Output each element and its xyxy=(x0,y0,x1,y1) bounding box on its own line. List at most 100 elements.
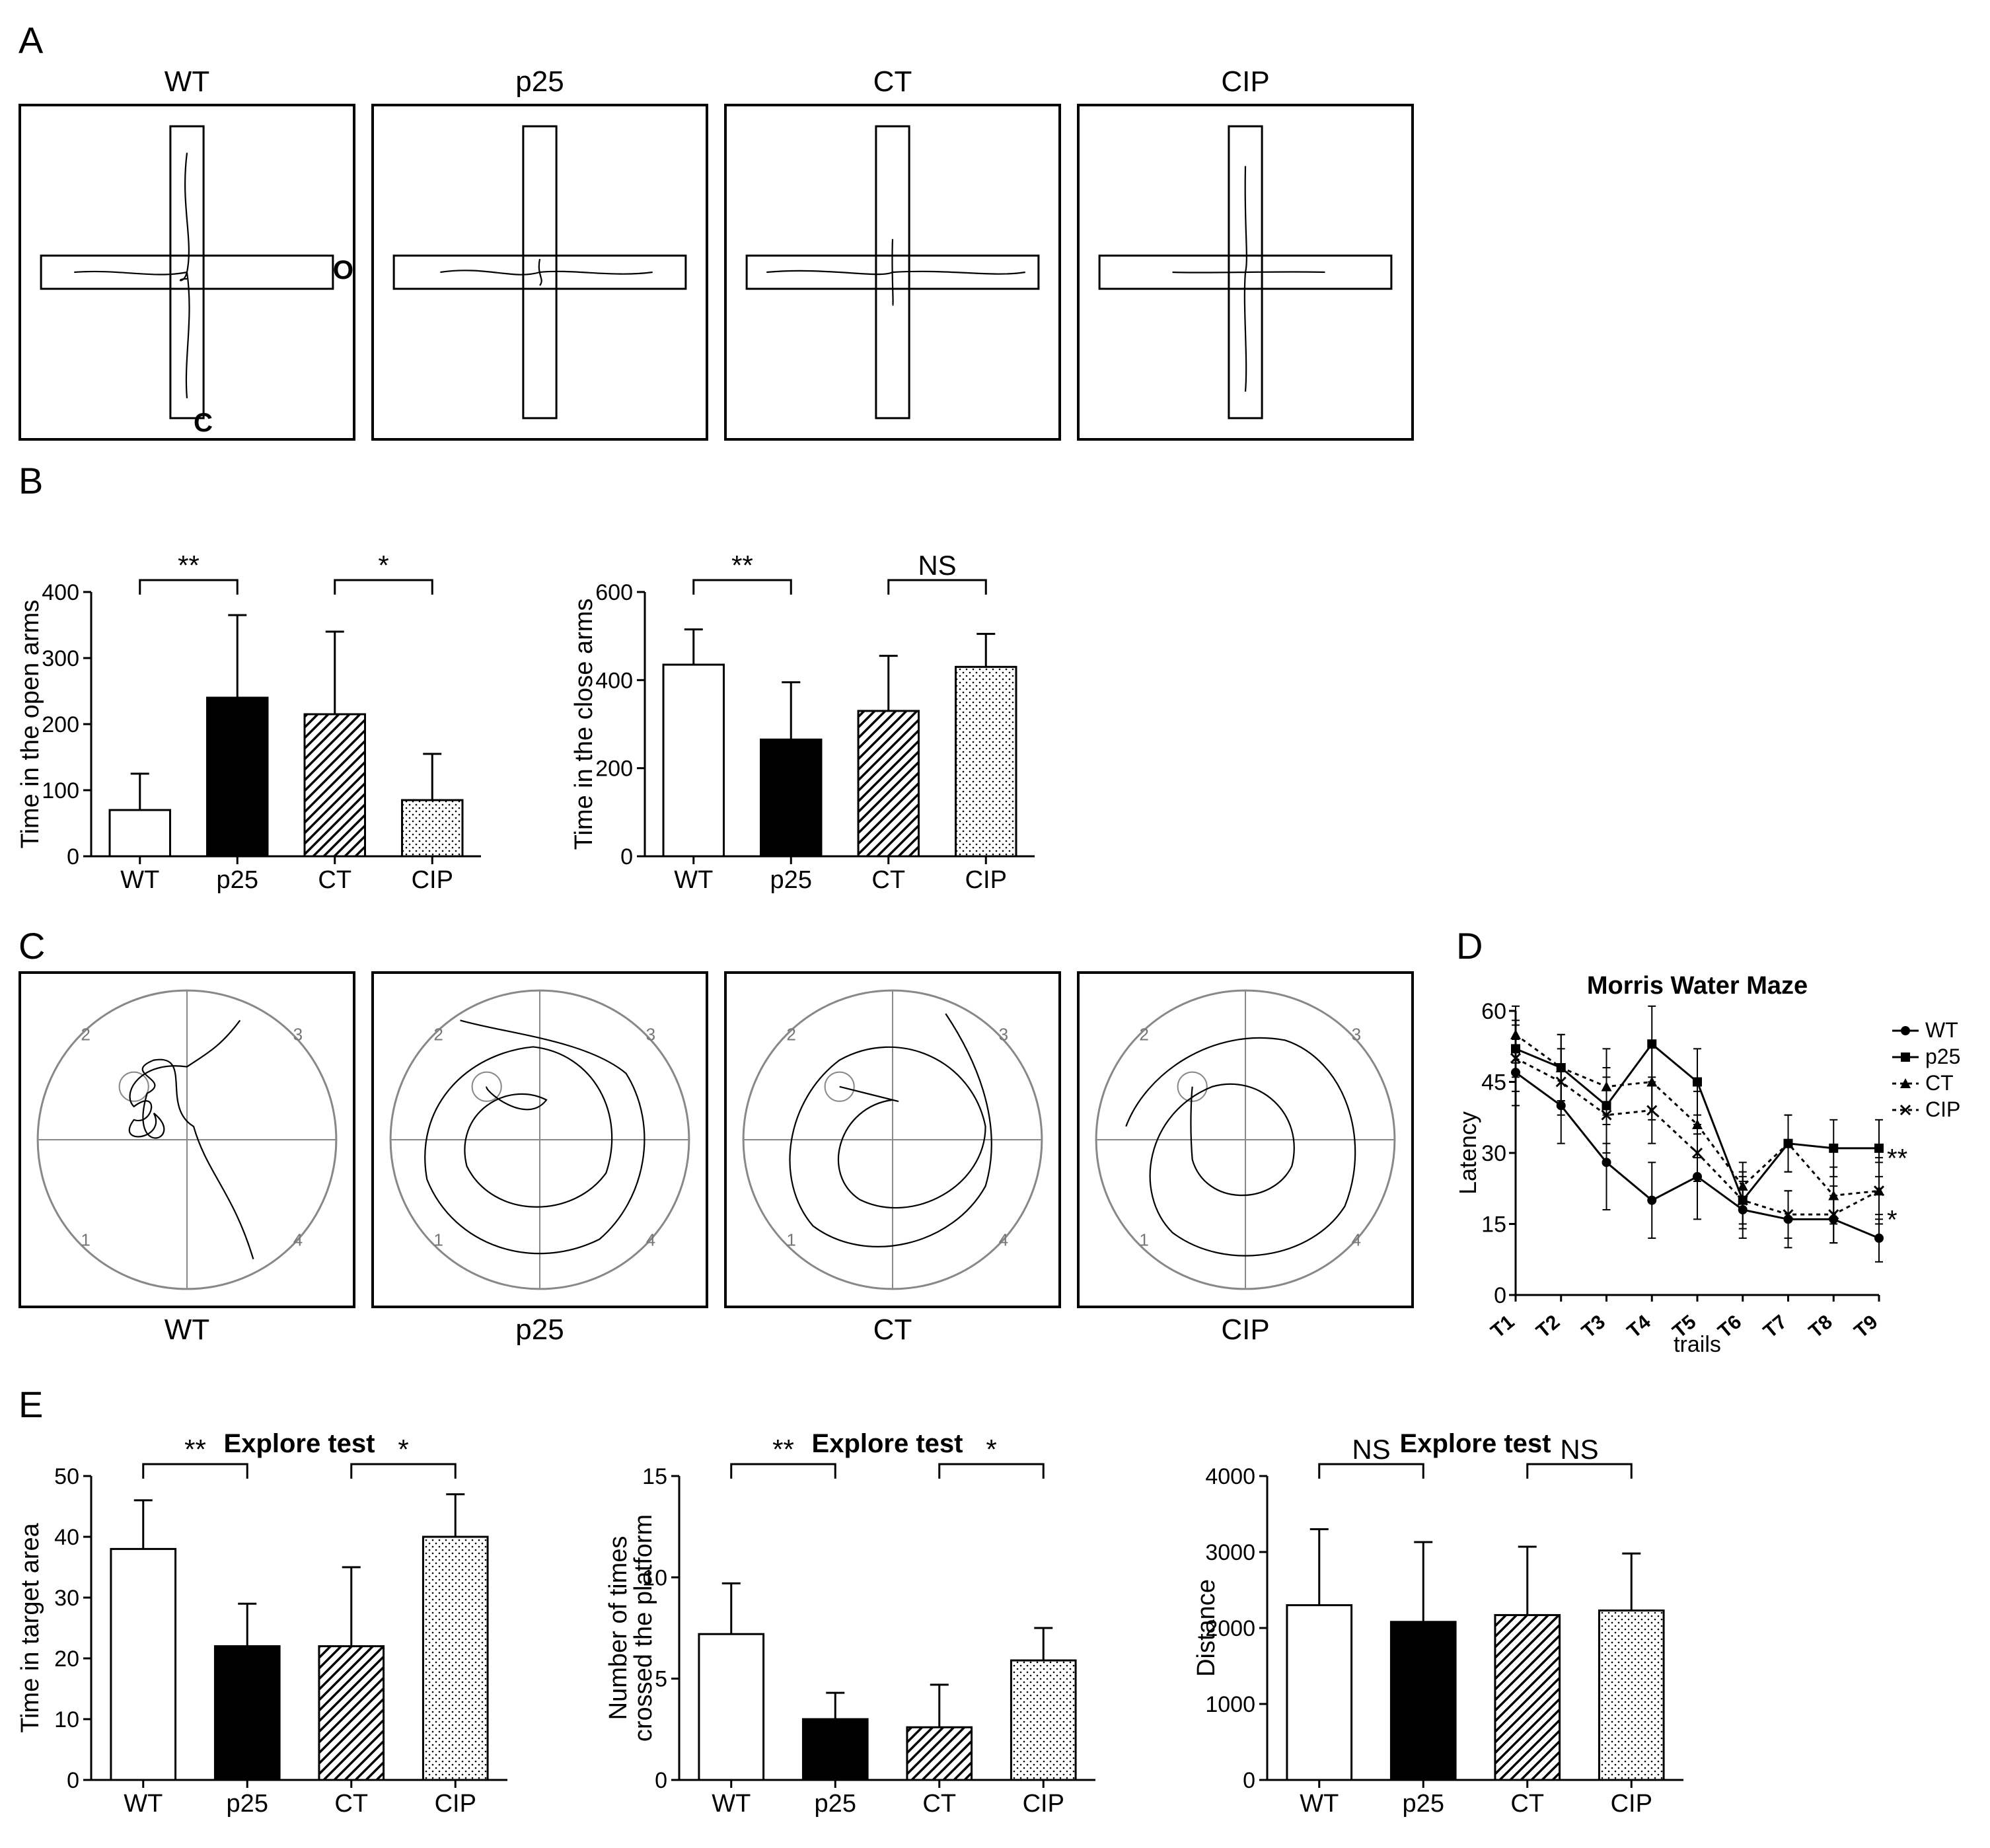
svg-text:CIP: CIP xyxy=(1611,1790,1652,1818)
panel-c: C 1234WT1234p251234CT1234CIP xyxy=(18,924,1414,1347)
svg-text:3: 3 xyxy=(1352,1024,1362,1044)
svg-text:60: 60 xyxy=(1481,999,1506,1024)
svg-text:Latency: Latency xyxy=(1456,1111,1481,1195)
svg-text:p25: p25 xyxy=(227,1790,268,1818)
svg-text:p25: p25 xyxy=(1925,1045,1960,1068)
epm-box-wt: WTOC xyxy=(18,65,355,441)
svg-text:CT: CT xyxy=(871,866,905,894)
svg-text:4000: 4000 xyxy=(1205,1464,1255,1489)
svg-text:WT: WT xyxy=(124,1790,163,1818)
svg-text:200: 200 xyxy=(42,712,79,737)
svg-text:**: ** xyxy=(178,550,200,581)
svg-text:1: 1 xyxy=(81,1230,91,1250)
svg-text:Time in the close arms: Time in the close arms xyxy=(572,599,598,850)
svg-text:CT: CT xyxy=(318,866,351,894)
svg-text:4: 4 xyxy=(999,1230,1009,1250)
svg-text:3000: 3000 xyxy=(1205,1540,1255,1565)
svg-text:Explore test: Explore test xyxy=(812,1430,963,1458)
svg-text:10: 10 xyxy=(54,1707,79,1732)
svg-text:200: 200 xyxy=(595,757,633,782)
svg-text:**: ** xyxy=(731,550,753,581)
svg-text:50: 50 xyxy=(54,1464,79,1489)
svg-text:NS: NS xyxy=(1352,1434,1390,1465)
svg-text:0: 0 xyxy=(1494,1283,1506,1308)
mwm-title: CIP xyxy=(1077,1313,1414,1347)
svg-text:CT: CT xyxy=(1510,1790,1544,1818)
svg-text:45: 45 xyxy=(1481,1070,1506,1095)
panel-e: E Explore test01020304050Time in target … xyxy=(18,1383,1990,1830)
svg-text:1: 1 xyxy=(1139,1230,1149,1250)
panel-b-row: 0100200300400Time in the open armsWTp25C… xyxy=(18,506,1990,906)
svg-text:**: ** xyxy=(1887,1144,1907,1173)
svg-text:30: 30 xyxy=(1481,1141,1506,1166)
svg-text:WT: WT xyxy=(712,1790,751,1818)
svg-text:p25: p25 xyxy=(1403,1790,1444,1818)
svg-text:0: 0 xyxy=(67,844,79,869)
svg-text:WT: WT xyxy=(1925,1018,1958,1042)
panel-e-chart-1: Explore test051015Number of timescrossed… xyxy=(607,1430,1109,1830)
mwm-box-cip: 1234CIP xyxy=(1077,971,1414,1347)
panel-a: A WTOCp25 CT CIP xyxy=(18,18,1990,441)
svg-text:**: ** xyxy=(772,1434,794,1465)
svg-text:WT: WT xyxy=(120,866,159,894)
panel-d-label: D xyxy=(1456,924,1990,967)
epm-box-p25: p25 xyxy=(371,65,708,441)
svg-text:0: 0 xyxy=(1243,1768,1255,1793)
svg-text:0: 0 xyxy=(67,1768,79,1793)
svg-text:0: 0 xyxy=(620,844,633,869)
mwm-title: WT xyxy=(18,1313,355,1347)
svg-text:trails: trails xyxy=(1674,1332,1721,1357)
panel-c-label: C xyxy=(18,924,1414,967)
svg-text:2: 2 xyxy=(786,1024,796,1044)
svg-text:CIP: CIP xyxy=(1023,1790,1064,1818)
svg-text:4: 4 xyxy=(1352,1230,1362,1250)
svg-text:4: 4 xyxy=(646,1230,656,1250)
svg-text:**: ** xyxy=(184,1434,206,1465)
svg-text:p25: p25 xyxy=(815,1790,856,1818)
epm-title: CT xyxy=(724,65,1061,98)
svg-text:NS: NS xyxy=(1560,1434,1598,1465)
svg-text:T2: T2 xyxy=(1532,1311,1564,1343)
mwm-box-p25: 1234p25 xyxy=(371,971,708,1347)
svg-text:CIP: CIP xyxy=(412,866,453,894)
svg-text:Number of times: Number of times xyxy=(607,1536,632,1720)
figure-root: A WTOCp25CTCIP B 0100200300400Time in th… xyxy=(18,18,1972,1830)
svg-text:crossed the platform: crossed the platform xyxy=(630,1514,657,1742)
svg-text:T7: T7 xyxy=(1759,1311,1791,1343)
svg-text:600: 600 xyxy=(595,580,633,605)
svg-text:p25: p25 xyxy=(770,866,812,894)
svg-text:2: 2 xyxy=(433,1024,443,1044)
mwm-box-wt: 1234WT xyxy=(18,971,355,1347)
svg-text:15: 15 xyxy=(642,1464,667,1489)
svg-text:*: * xyxy=(1887,1206,1898,1235)
svg-text:40: 40 xyxy=(54,1525,79,1550)
mwm-box-ct: 1234CT xyxy=(724,971,1061,1347)
svg-text:*: * xyxy=(986,1434,996,1465)
epm-title: WT xyxy=(18,65,355,98)
panel-e-chart-2: Explore test01000200030004000DistanceWTp… xyxy=(1195,1430,1697,1830)
svg-text:Distance: Distance xyxy=(1195,1579,1220,1677)
panel-b-chart-open-arms: 0100200300400Time in the open armsWTp25C… xyxy=(18,506,494,906)
svg-text:1000: 1000 xyxy=(1205,1692,1255,1717)
svg-text:C: C xyxy=(194,408,213,437)
svg-text:300: 300 xyxy=(42,646,79,671)
panel-d: D Morris Water Maze015304560T1T2T3T4T5T6… xyxy=(1456,924,1990,1364)
panel-d-linechart: Morris Water Maze015304560T1T2T3T4T5T6T7… xyxy=(1456,971,1990,1364)
mwm-title: p25 xyxy=(371,1313,708,1347)
svg-text:4: 4 xyxy=(293,1230,303,1250)
svg-text:CT: CT xyxy=(334,1790,368,1818)
svg-text:100: 100 xyxy=(42,778,79,803)
svg-text:T8: T8 xyxy=(1805,1311,1837,1343)
svg-text:Explore test: Explore test xyxy=(1400,1430,1551,1458)
epm-box-cip: CIP xyxy=(1077,65,1414,441)
svg-text:WT: WT xyxy=(674,866,713,894)
epm-box-ct: CT xyxy=(724,65,1061,441)
svg-text:3: 3 xyxy=(999,1024,1009,1044)
svg-text:*: * xyxy=(378,550,388,581)
panel-b-chart-close-arms: 0200400600Time in the close armsWTp25CTC… xyxy=(572,506,1048,906)
svg-text:*: * xyxy=(398,1434,408,1465)
svg-text:3: 3 xyxy=(293,1024,303,1044)
panel-a-label: A xyxy=(18,18,1990,61)
svg-text:CIP: CIP xyxy=(965,866,1007,894)
panel-e-chart-0: Explore test01020304050Time in target ar… xyxy=(18,1430,521,1830)
